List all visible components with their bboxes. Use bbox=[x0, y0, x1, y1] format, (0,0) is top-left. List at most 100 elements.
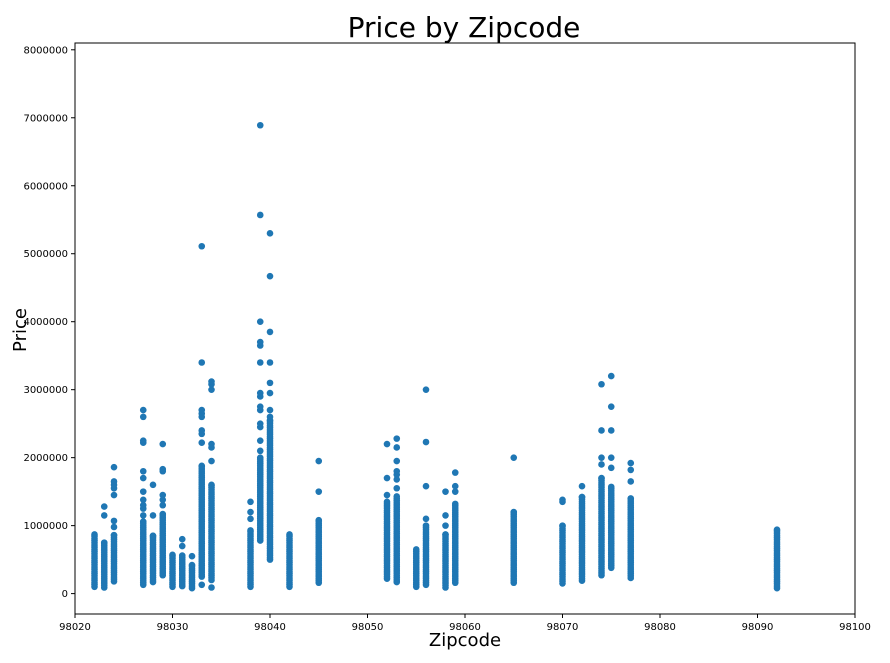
data-point bbox=[256, 420, 264, 427]
data-point bbox=[256, 338, 264, 346]
data-point bbox=[451, 500, 459, 508]
zip-98075-points bbox=[607, 372, 615, 572]
data-point bbox=[169, 551, 176, 559]
zip-98072-points bbox=[578, 482, 586, 584]
data-point bbox=[315, 488, 323, 495]
data-point bbox=[315, 457, 323, 465]
data-point bbox=[198, 427, 206, 434]
data-point bbox=[256, 389, 264, 397]
data-point bbox=[247, 527, 254, 534]
data-point bbox=[256, 121, 264, 129]
data-point bbox=[422, 386, 430, 393]
data-point bbox=[139, 406, 147, 414]
zip-98042-points bbox=[286, 531, 293, 591]
data-point bbox=[208, 440, 215, 448]
y-tick-label: 0 bbox=[62, 589, 68, 600]
data-point bbox=[208, 457, 215, 465]
data-point bbox=[256, 403, 264, 410]
zip-98039-points bbox=[256, 121, 264, 544]
data-point bbox=[198, 462, 206, 470]
data-point bbox=[578, 493, 586, 501]
data-point bbox=[110, 463, 118, 471]
data-point bbox=[315, 516, 323, 524]
data-point bbox=[139, 501, 147, 509]
y-axis: 0 1000000 2000000 3000000 4000000 5000000 6000… bbox=[23, 45, 75, 600]
data-point bbox=[266, 359, 274, 366]
data-point bbox=[451, 482, 459, 490]
data-point bbox=[139, 474, 147, 482]
data-point bbox=[256, 211, 264, 219]
zip-98033-points bbox=[198, 242, 206, 589]
zip-98092-points bbox=[773, 526, 781, 592]
data-point bbox=[266, 230, 274, 237]
data-point bbox=[266, 328, 274, 336]
data-point bbox=[159, 496, 167, 504]
data-point bbox=[266, 406, 274, 414]
data-point bbox=[627, 459, 635, 467]
zip-98027-points bbox=[139, 406, 147, 589]
x-axis-label: Zipcode bbox=[429, 630, 501, 651]
data-point bbox=[412, 546, 420, 553]
zip-98074-points bbox=[598, 380, 605, 579]
data-point bbox=[598, 427, 605, 434]
data-point bbox=[208, 378, 215, 385]
data-point bbox=[247, 515, 254, 523]
zip-98034-points bbox=[208, 378, 215, 591]
zip-98022-points bbox=[91, 531, 98, 591]
data-point bbox=[393, 467, 401, 475]
y-tick-label: 8000000 bbox=[23, 45, 68, 56]
data-point bbox=[773, 526, 781, 534]
data-point bbox=[149, 481, 157, 489]
y-tick-label: 5000000 bbox=[23, 249, 68, 260]
data-point bbox=[178, 535, 186, 543]
data-point bbox=[178, 542, 186, 550]
scatter-points bbox=[91, 121, 781, 592]
zip-98065-points bbox=[510, 454, 518, 587]
data-point bbox=[286, 531, 293, 538]
data-point bbox=[139, 467, 147, 475]
data-point bbox=[422, 522, 430, 529]
data-point bbox=[607, 464, 615, 472]
y-tick-label: 2000000 bbox=[23, 453, 68, 464]
zip-98058-points bbox=[442, 488, 449, 591]
data-point bbox=[607, 454, 615, 461]
data-point bbox=[598, 454, 605, 461]
data-point bbox=[208, 386, 215, 393]
x-axis: 98020 98030 98040 98050 98060 98070 98080 98090… bbox=[59, 614, 871, 633]
data-point bbox=[607, 427, 615, 434]
data-point bbox=[188, 561, 196, 569]
zip-98053-points bbox=[393, 435, 401, 586]
data-point bbox=[451, 469, 459, 476]
zip-98052-points bbox=[383, 440, 391, 582]
data-point bbox=[422, 438, 430, 446]
x-tick-label: 98060 bbox=[449, 622, 481, 633]
data-point bbox=[393, 435, 401, 442]
data-point bbox=[422, 482, 430, 490]
data-point bbox=[383, 498, 391, 506]
data-point bbox=[139, 437, 147, 444]
data-point bbox=[598, 474, 605, 482]
data-point bbox=[139, 518, 147, 525]
zip-98029-points bbox=[159, 440, 167, 579]
data-point bbox=[110, 478, 118, 485]
data-point bbox=[256, 318, 264, 326]
x-tick-label: 98050 bbox=[352, 622, 384, 633]
zip-98070-points bbox=[559, 496, 566, 587]
zip-98040-points bbox=[266, 230, 274, 563]
data-point bbox=[510, 454, 518, 461]
data-point bbox=[139, 512, 147, 519]
data-point bbox=[607, 483, 615, 491]
data-point bbox=[598, 380, 605, 388]
zip-98059-points bbox=[451, 469, 459, 587]
data-point bbox=[393, 493, 401, 500]
x-tick-label: 98100 bbox=[839, 622, 871, 633]
data-point bbox=[198, 406, 206, 414]
zip-98023-points bbox=[100, 503, 108, 591]
data-point bbox=[256, 359, 264, 366]
data-point bbox=[139, 488, 147, 495]
data-point bbox=[383, 440, 391, 448]
data-point bbox=[159, 491, 167, 499]
data-point bbox=[627, 495, 635, 502]
data-point bbox=[266, 379, 274, 387]
